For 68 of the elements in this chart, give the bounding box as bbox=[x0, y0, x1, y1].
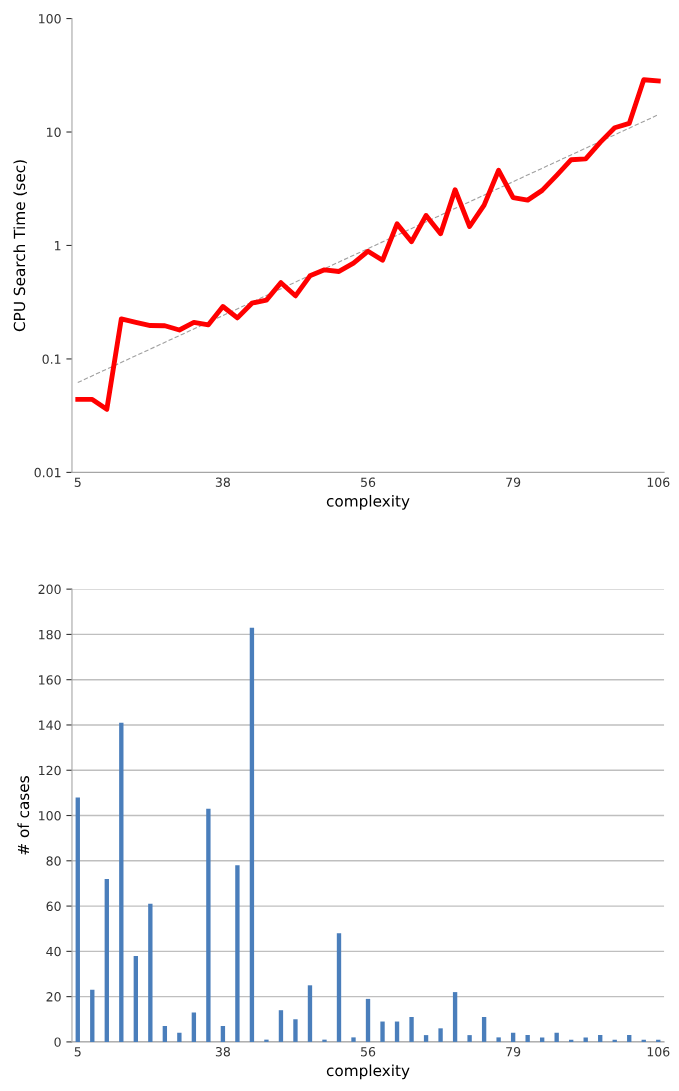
bar bbox=[554, 1032, 559, 1042]
x-tick-label: 56 bbox=[361, 477, 376, 487]
x-tick-label: 5 bbox=[74, 477, 81, 487]
bar bbox=[452, 992, 458, 1042]
bar bbox=[307, 985, 313, 1042]
bar bbox=[119, 722, 124, 1042]
x-axis-title: complexity bbox=[326, 1064, 410, 1080]
bar bbox=[351, 1037, 356, 1042]
y-tick-label: 10 bbox=[47, 127, 61, 137]
bar bbox=[510, 1032, 516, 1042]
bar bbox=[148, 903, 153, 1042]
y-tick-label: 200 bbox=[38, 584, 61, 595]
bar bbox=[525, 1035, 530, 1042]
bar bbox=[394, 1021, 400, 1042]
y-tick-label: 100 bbox=[39, 14, 61, 24]
bar bbox=[264, 1039, 269, 1042]
bar bbox=[539, 1037, 545, 1042]
x-tick-label: 56 bbox=[361, 1046, 376, 1057]
bar bbox=[365, 998, 371, 1042]
bar bbox=[409, 1017, 414, 1042]
bar bbox=[104, 878, 109, 1042]
y-tick-label: 60 bbox=[46, 901, 61, 911]
bar bbox=[583, 1037, 588, 1042]
bar bbox=[90, 989, 95, 1042]
bar bbox=[598, 1035, 603, 1042]
bar bbox=[423, 1035, 429, 1042]
line-series bbox=[75, 77, 661, 412]
x-tick-label: 79 bbox=[506, 1046, 521, 1057]
y-tick-label: 0 bbox=[54, 1037, 61, 1047]
bar bbox=[438, 1028, 443, 1042]
bar bbox=[249, 627, 255, 1042]
x-tick-label: 79 bbox=[506, 477, 521, 487]
x-tick-label: 38 bbox=[215, 1046, 230, 1057]
y-axis-title: # of cases bbox=[17, 776, 30, 855]
bar bbox=[235, 865, 240, 1042]
bar bbox=[322, 1039, 327, 1042]
bar bbox=[293, 1019, 298, 1042]
y-tick-label: 140 bbox=[39, 720, 61, 730]
bar bbox=[133, 955, 138, 1042]
bar bbox=[336, 933, 342, 1042]
y-axis-title: CPU Search Time (sec) bbox=[13, 160, 28, 332]
y-tick-label: 0.01 bbox=[34, 467, 61, 478]
x-tick-label: 106 bbox=[647, 477, 670, 487]
y-tick-label: 120 bbox=[39, 765, 61, 776]
y-tick-label: 1 bbox=[54, 241, 61, 251]
y-tick-label: 180 bbox=[39, 629, 61, 640]
x-tick-label: 5 bbox=[74, 1047, 81, 1057]
bar bbox=[496, 1037, 501, 1042]
y-tick-label: 40 bbox=[46, 946, 61, 957]
bar bbox=[75, 797, 80, 1042]
bar bbox=[627, 1035, 632, 1042]
bar bbox=[177, 1032, 182, 1042]
bar bbox=[220, 1026, 226, 1042]
y-tick-label: 80 bbox=[46, 856, 61, 866]
bar bbox=[481, 1017, 487, 1042]
x-tick-label: 106 bbox=[647, 1046, 670, 1057]
y-tick-label: 160 bbox=[39, 675, 61, 685]
y-tick-label: 0.1 bbox=[42, 354, 61, 364]
bar bbox=[467, 1035, 472, 1042]
bar bbox=[278, 1010, 284, 1042]
x-tick-label: 38 bbox=[215, 477, 230, 487]
bar bbox=[191, 1012, 197, 1042]
bar bbox=[380, 1021, 385, 1042]
y-tick-label: 100 bbox=[39, 810, 61, 821]
x-axis-title: complexity bbox=[326, 494, 410, 510]
bar bbox=[162, 1026, 168, 1042]
bar bbox=[206, 808, 211, 1042]
y-tick-label: 20 bbox=[46, 992, 61, 1002]
